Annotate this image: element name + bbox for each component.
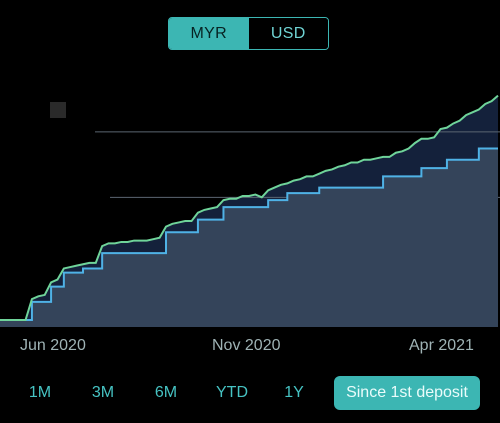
x-tick-label: Jun 2020 xyxy=(20,337,86,354)
portfolio-value-series-line xyxy=(0,94,499,322)
chart-svg xyxy=(0,94,500,327)
range-3m-button[interactable]: 3M xyxy=(91,384,115,401)
x-axis-labels: Jun 2020 Nov 2020 Apr 2021 xyxy=(0,337,500,361)
range-1y-button[interactable]: 1Y xyxy=(284,384,304,401)
range-ytd-button[interactable]: YTD xyxy=(216,384,248,401)
range-since-first-deposit-button[interactable]: Since 1st deposit xyxy=(334,376,480,410)
range-selector: 1M 3M 6M YTD 1Y Since 1st deposit xyxy=(0,376,500,410)
currency-myr-button[interactable]: MYR xyxy=(169,18,249,49)
legend-marker xyxy=(50,102,66,118)
currency-toggle: MYR USD xyxy=(168,17,329,50)
deposits-series-line xyxy=(0,147,498,322)
range-6m-button[interactable]: 6M xyxy=(154,384,178,401)
x-tick-label: Nov 2020 xyxy=(212,337,281,354)
currency-usd-button[interactable]: USD xyxy=(248,18,328,49)
deposits-area xyxy=(0,148,498,327)
range-1m-button[interactable]: 1M xyxy=(28,384,52,401)
portfolio-chart xyxy=(0,60,500,330)
x-tick-label: Apr 2021 xyxy=(409,337,474,354)
